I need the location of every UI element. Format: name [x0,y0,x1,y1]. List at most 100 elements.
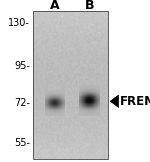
Bar [96,91,97,92]
Bar [89,104,90,105]
Bar [59,100,60,101]
Bar [89,85,90,86]
Bar [48,107,49,108]
Bar [92,107,93,108]
Bar [79,109,80,110]
Bar [89,88,90,89]
Bar [81,110,82,111]
Bar [94,91,95,92]
Bar [50,115,51,116]
Bar [89,105,90,106]
Bar [98,101,99,102]
Bar [85,106,86,107]
Bar [52,107,53,108]
Bar [91,94,92,95]
Bar [95,109,96,110]
Bar [85,97,86,98]
Bar [91,115,92,116]
Bar [85,110,86,111]
Bar [94,115,95,116]
Bar [53,99,54,100]
Bar [91,110,92,111]
Bar [58,108,59,109]
Bar [86,105,87,106]
Bar [85,100,86,101]
Bar [80,97,81,98]
Bar [49,95,50,96]
Bar [59,95,60,96]
Bar [54,97,55,98]
Bar [89,107,90,108]
Bar [58,100,59,101]
Bar [82,109,83,110]
Bar [91,105,92,106]
Bar [45,105,46,106]
Bar [45,111,46,112]
Bar [83,107,84,108]
Bar [60,102,61,103]
Bar [59,114,60,115]
Bar [86,93,87,94]
Bar [47,107,48,108]
Bar [96,85,97,86]
Bar [81,90,82,91]
Bar [85,103,86,104]
Bar [83,114,84,115]
Bar [88,112,89,113]
Bar [90,109,91,110]
Bar [85,108,86,109]
Bar [56,113,57,114]
Bar [94,109,95,110]
Bar [82,89,83,90]
Bar [87,90,88,91]
Bar [49,110,50,111]
Bar [85,108,86,109]
Bar [47,100,48,101]
Bar [57,107,58,108]
Bar [62,94,63,95]
Bar [51,100,52,101]
Bar [55,112,56,113]
Bar [93,85,94,86]
Bar [50,113,51,114]
Bar [94,108,95,109]
Text: FREM1: FREM1 [120,95,150,108]
Bar [86,112,87,113]
Bar [59,106,60,107]
Bar [90,110,91,111]
Bar [79,97,80,98]
Bar [49,103,50,104]
Bar [51,95,52,96]
Bar [51,98,52,99]
Bar [99,112,100,113]
Bar [81,115,82,116]
Bar [91,112,92,113]
Bar [54,107,55,108]
Bar [53,101,54,102]
Bar [81,111,82,112]
Bar [59,97,60,98]
Bar [83,90,84,91]
Bar [55,93,56,94]
Bar [63,102,64,103]
Bar [90,103,91,104]
Bar [89,111,90,112]
Bar [52,96,53,97]
Bar [46,94,47,95]
Bar [82,107,83,108]
Bar [92,96,93,97]
Bar [59,108,60,109]
Bar [98,87,99,88]
Bar [98,107,99,108]
Bar [80,100,81,101]
Bar [92,93,93,94]
Bar [93,104,94,105]
Bar [55,107,56,108]
Bar [94,100,95,101]
Bar [49,98,50,99]
Bar [86,102,87,103]
Bar [63,95,64,96]
Bar [96,88,97,89]
Bar [81,99,82,100]
Bar [58,97,59,98]
